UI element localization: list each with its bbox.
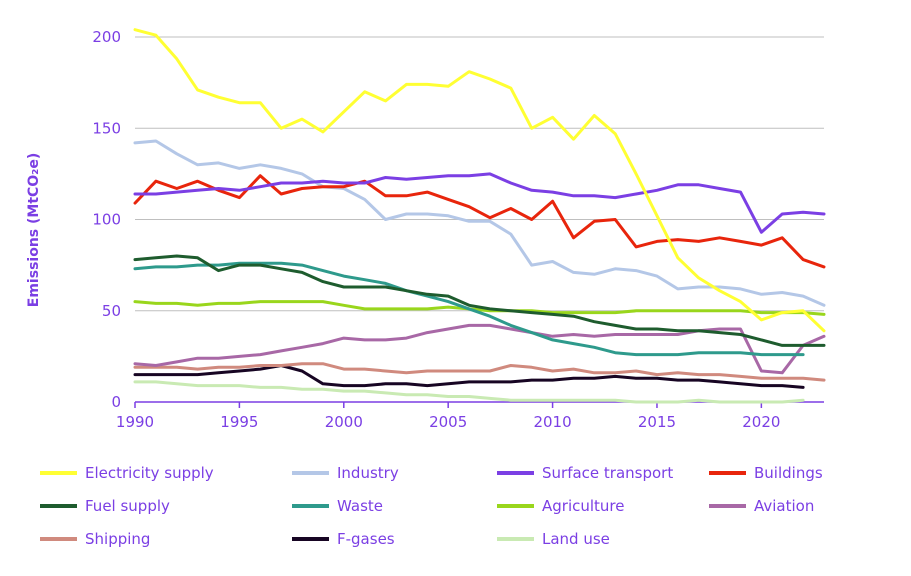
y-tick-label: 150 [92, 119, 121, 137]
legend-swatch [40, 503, 77, 508]
x-tick-labels: 1990 1995 2000 2005 2010 2015 2020 [116, 413, 781, 431]
legend-item-agriculture: Agriculture [497, 495, 709, 516]
legend-swatch [497, 503, 534, 508]
legend-item-surface-transport: Surface transport [497, 462, 709, 483]
legend-label: Aviation [754, 496, 815, 515]
legend-label: Electricity supply [85, 463, 214, 482]
series-line-f-gases [133, 364, 805, 389]
series-lines [133, 28, 826, 404]
legend-item-land-use: Land use [497, 528, 709, 549]
y-tick-label: 50 [102, 302, 121, 320]
series-line-electricity-supply [133, 28, 826, 333]
legend-item-shipping: Shipping [40, 528, 292, 549]
series-line-waste [133, 261, 805, 357]
x-tick-label: 2005 [429, 413, 467, 431]
legend-label: Agriculture [542, 496, 625, 515]
legend-item-aviation: Aviation [709, 495, 899, 516]
legend-label: Industry [337, 463, 399, 482]
legend-swatch [40, 536, 77, 541]
y-axis-label: Emissions (MtCO₂e) [26, 153, 42, 307]
series-line-buildings [133, 174, 826, 269]
y-tick-labels: 0 50 100 150 200 [92, 28, 121, 411]
x-tick-label: 1990 [116, 413, 154, 431]
legend-item-buildings: Buildings [709, 462, 899, 483]
series-line-fuel-supply [133, 254, 826, 347]
series-line-surface-transport [133, 172, 826, 234]
legend-label: Shipping [85, 529, 151, 548]
legend-swatch [709, 470, 746, 475]
legend-item-fuel-supply: Fuel supply [40, 495, 292, 516]
y-tick-label: 200 [92, 28, 121, 46]
legend-label: Buildings [754, 463, 823, 482]
legend-item-waste: Waste [292, 495, 497, 516]
series-line-land-use [133, 380, 805, 404]
legend-label: F-gases [337, 529, 395, 548]
series-line-industry [133, 139, 826, 307]
legend-label: Waste [337, 496, 383, 515]
y-tick-label: 0 [111, 393, 121, 411]
legend-label: Surface transport [542, 463, 674, 482]
legend-swatch [40, 470, 77, 475]
legend-swatch [292, 536, 329, 541]
x-tick-label: 2000 [325, 413, 363, 431]
legend-label: Fuel supply [85, 496, 170, 515]
legend-swatch [497, 470, 534, 475]
legend-item-industry: Industry [292, 462, 497, 483]
legend: Electricity supply Industry Surface transp… [40, 462, 900, 549]
x-tick-label: 2010 [533, 413, 571, 431]
legend-swatch [292, 503, 329, 508]
legend-item-electricity-supply: Electricity supply [40, 462, 292, 483]
legend-swatch [709, 503, 746, 508]
series-line-agriculture [133, 300, 826, 316]
legend-swatch [497, 536, 534, 541]
legend-item-f-gases: F-gases [292, 528, 497, 549]
series-line-aviation [133, 323, 826, 375]
series-line-shipping [133, 362, 826, 382]
legend-swatch [292, 470, 329, 475]
x-tick-label: 2020 [742, 413, 780, 431]
legend-label: Land use [542, 529, 610, 548]
x-tick-label: 2015 [638, 413, 676, 431]
x-tick-label: 1995 [220, 413, 258, 431]
y-tick-label: 100 [92, 211, 121, 229]
